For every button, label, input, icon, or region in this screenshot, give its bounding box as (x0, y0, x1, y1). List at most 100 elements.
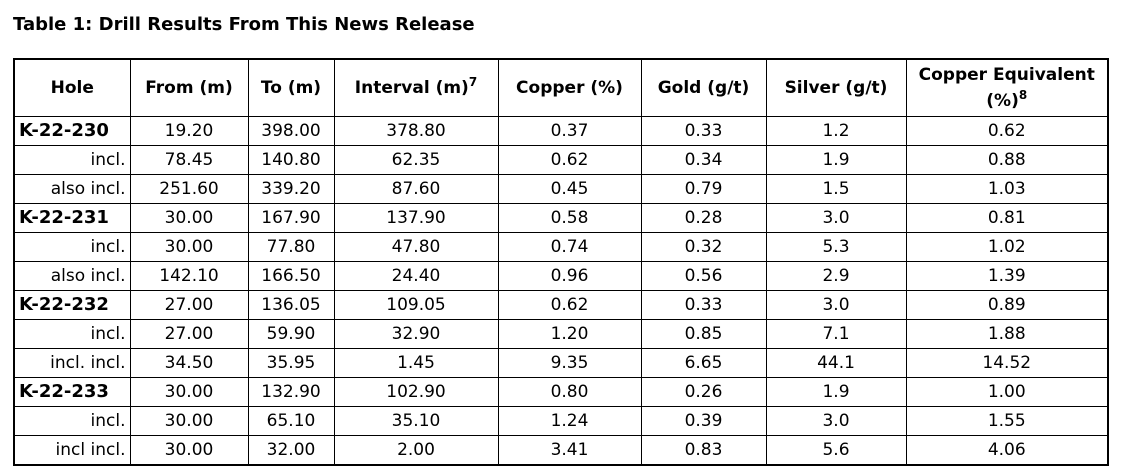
hole-cell: also incl. (13, 261, 131, 291)
value-cell: 0.79 (640, 174, 767, 204)
value-cell: 1.24 (497, 406, 642, 436)
value-cell: 0.58 (497, 203, 642, 233)
hole-cell: incl. incl. (13, 348, 131, 378)
value-cell: 30.00 (129, 232, 249, 262)
value-cell: 65.10 (247, 406, 335, 436)
value-cell: 0.62 (905, 116, 1109, 146)
table-row: also incl. 142.10 166.50 24.40 0.96 0.56 2.9 1.… (13, 261, 1109, 291)
header-text: Copper (%) (516, 78, 623, 98)
value-cell: 24.40 (333, 261, 499, 291)
table-row: incl. 30.00 77.80 47.80 0.74 0.32 5.3 1.02 (13, 232, 1109, 262)
value-cell: 0.45 (497, 174, 642, 204)
header-text: Hole (50, 78, 94, 98)
value-cell: 0.96 (497, 261, 642, 291)
footnote-mark: 8 (1018, 88, 1028, 102)
value-cell: 1.88 (905, 319, 1109, 349)
value-cell: 0.37 (497, 116, 642, 146)
value-cell: 4.06 (905, 435, 1109, 466)
hole-cell: K-22-232 (13, 290, 131, 320)
table-row: incl incl. 30.00 32.00 2.00 3.41 0.83 5.6 4.06 (13, 435, 1109, 466)
table-row: incl. 30.00 65.10 35.10 1.24 0.39 3.0 1.55 (13, 406, 1109, 436)
header-text: Gold (g/t) (657, 78, 750, 98)
value-cell: 62.35 (333, 145, 499, 175)
value-cell: 32.00 (247, 435, 335, 466)
value-cell: 19.20 (129, 116, 249, 146)
value-cell: 7.1 (765, 319, 907, 349)
value-cell: 1.2 (765, 116, 907, 146)
hole-cell: incl incl. (13, 435, 131, 466)
value-cell: 0.62 (497, 290, 642, 320)
value-cell: 0.33 (640, 116, 767, 146)
value-cell: 0.34 (640, 145, 767, 175)
value-cell: 378.80 (333, 116, 499, 146)
value-cell: 0.28 (640, 203, 767, 233)
value-cell: 0.85 (640, 319, 767, 349)
value-cell: 0.74 (497, 232, 642, 262)
value-cell: 77.80 (247, 232, 335, 262)
value-cell: 109.05 (333, 290, 499, 320)
value-cell: 87.60 (333, 174, 499, 204)
value-cell: 0.62 (497, 145, 642, 175)
value-cell: 78.45 (129, 145, 249, 175)
footnote-mark: 7 (468, 75, 478, 89)
header-text: Interval (m) (354, 78, 469, 98)
hole-cell: incl. (13, 319, 131, 349)
value-cell: 3.0 (765, 406, 907, 436)
hole-cell: K-22-233 (13, 377, 131, 407)
value-cell: 9.35 (497, 348, 642, 378)
drill-table: Hole From (m) To (m) Interval (m)7 Copper (%… (13, 58, 1109, 466)
value-cell: 140.80 (247, 145, 335, 175)
value-cell: 398.00 (247, 116, 335, 146)
column-header: Gold (g/t) (640, 58, 767, 117)
hole-cell: K-22-231 (13, 203, 131, 233)
value-cell: 35.95 (247, 348, 335, 378)
column-header: To (m) (247, 58, 335, 117)
value-cell: 1.9 (765, 145, 907, 175)
column-header: Silver (g/t) (765, 58, 907, 117)
value-cell: 0.80 (497, 377, 642, 407)
value-cell: 30.00 (129, 377, 249, 407)
value-cell: 2.9 (765, 261, 907, 291)
value-cell: 34.50 (129, 348, 249, 378)
column-header: Copper Equivalent (%)8 (905, 58, 1109, 117)
table-row: K-22-232 27.00 136.05 109.05 0.62 0.33 3.0 0.89 (13, 290, 1109, 320)
hole-cell: incl. (13, 145, 131, 175)
value-cell: 0.56 (640, 261, 767, 291)
value-cell: 47.80 (333, 232, 499, 262)
value-cell: 1.55 (905, 406, 1109, 436)
value-cell: 3.0 (765, 290, 907, 320)
value-cell: 0.39 (640, 406, 767, 436)
value-cell: 32.90 (333, 319, 499, 349)
value-cell: 1.5 (765, 174, 907, 204)
value-cell: 0.89 (905, 290, 1109, 320)
value-cell: 5.6 (765, 435, 907, 466)
value-cell: 35.10 (333, 406, 499, 436)
value-cell: 0.83 (640, 435, 767, 466)
value-cell: 251.60 (129, 174, 249, 204)
header-row: Hole From (m) To (m) Interval (m)7 Copper (%… (13, 58, 1109, 117)
table-row: also incl. 251.60 339.20 87.60 0.45 0.79 1.5 1.… (13, 174, 1109, 204)
value-cell: 59.90 (247, 319, 335, 349)
column-header: Interval (m)7 (333, 58, 499, 117)
value-cell: 102.90 (333, 377, 499, 407)
value-cell: 0.88 (905, 145, 1109, 175)
table-row: incl. 78.45 140.80 62.35 0.62 0.34 1.9 0.88 (13, 145, 1109, 175)
value-cell: 1.03 (905, 174, 1109, 204)
value-cell: 14.52 (905, 348, 1109, 378)
table-row: K-22-230 19.20 398.00 378.80 0.37 0.33 1.2 0.62 (13, 116, 1109, 146)
value-cell: 3.0 (765, 203, 907, 233)
header-text: Copper Equivalent (%) (918, 65, 1095, 111)
column-header: From (m) (129, 58, 249, 117)
value-cell: 30.00 (129, 406, 249, 436)
header-text: Silver (g/t) (784, 78, 888, 98)
value-cell: 5.3 (765, 232, 907, 262)
value-cell: 166.50 (247, 261, 335, 291)
table-row: incl. 27.00 59.90 32.90 1.20 0.85 7.1 1.88 (13, 319, 1109, 349)
value-cell: 30.00 (129, 435, 249, 466)
table-row: K-22-233 30.00 132.90 102.90 0.80 0.26 1.9 1.00 (13, 377, 1109, 407)
value-cell: 3.41 (497, 435, 642, 466)
hole-cell: also incl. (13, 174, 131, 204)
value-cell: 136.05 (247, 290, 335, 320)
value-cell: 0.32 (640, 232, 767, 262)
